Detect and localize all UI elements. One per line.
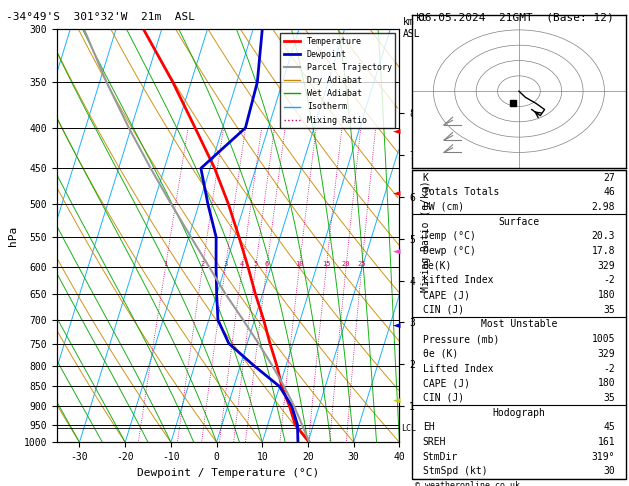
- Y-axis label: Mixing Ratio (g/kg): Mixing Ratio (g/kg): [421, 180, 431, 292]
- Text: 35: 35: [603, 393, 615, 403]
- Text: 20.3: 20.3: [592, 231, 615, 241]
- Text: StmDir: StmDir: [423, 451, 458, 462]
- Text: 3: 3: [223, 261, 228, 267]
- Text: CAPE (J): CAPE (J): [423, 378, 470, 388]
- Text: Temp (°C): Temp (°C): [423, 231, 476, 241]
- Legend: Temperature, Dewpoint, Parcel Trajectory, Dry Adiabat, Wet Adiabat, Isotherm, Mi: Temperature, Dewpoint, Parcel Trajectory…: [281, 34, 395, 128]
- Text: 35: 35: [603, 305, 615, 315]
- Text: CIN (J): CIN (J): [423, 305, 464, 315]
- Text: 5: 5: [253, 261, 258, 267]
- Text: ◄: ◄: [392, 320, 400, 333]
- Text: Surface: Surface: [498, 217, 540, 226]
- Text: 161: 161: [598, 437, 615, 447]
- Text: 17.8: 17.8: [592, 246, 615, 256]
- Text: 25: 25: [357, 261, 366, 267]
- Text: 45: 45: [603, 422, 615, 432]
- Text: 6: 6: [265, 261, 269, 267]
- Text: 15: 15: [322, 261, 331, 267]
- Text: Lifted Index: Lifted Index: [423, 276, 493, 285]
- Text: 20: 20: [342, 261, 350, 267]
- Text: 30: 30: [603, 467, 615, 476]
- Text: PW (cm): PW (cm): [423, 202, 464, 212]
- Text: © weatheronline.co.uk: © weatheronline.co.uk: [415, 481, 520, 486]
- Text: -34°49'S  301°32'W  21m  ASL: -34°49'S 301°32'W 21m ASL: [6, 12, 195, 22]
- Text: 06.05.2024  21GMT  (Base: 12): 06.05.2024 21GMT (Base: 12): [418, 12, 614, 22]
- Text: 1: 1: [164, 261, 168, 267]
- Text: Most Unstable: Most Unstable: [481, 319, 557, 330]
- Text: 1005: 1005: [592, 334, 615, 344]
- X-axis label: Dewpoint / Temperature (°C): Dewpoint / Temperature (°C): [137, 468, 319, 478]
- Text: 180: 180: [598, 290, 615, 300]
- Text: Hodograph: Hodograph: [493, 408, 545, 417]
- Text: 329: 329: [598, 260, 615, 271]
- Text: StmSpd (kt): StmSpd (kt): [423, 467, 487, 476]
- Text: ◄: ◄: [392, 246, 400, 259]
- Text: Totals Totals: Totals Totals: [423, 187, 499, 197]
- Text: -2: -2: [603, 276, 615, 285]
- Text: 2.98: 2.98: [592, 202, 615, 212]
- Text: 329: 329: [598, 349, 615, 359]
- Text: ◄: ◄: [392, 188, 400, 201]
- Text: 46: 46: [603, 187, 615, 197]
- Text: CIN (J): CIN (J): [423, 393, 464, 403]
- Text: -2: -2: [603, 364, 615, 374]
- Text: 180: 180: [598, 378, 615, 388]
- Text: Lifted Index: Lifted Index: [423, 364, 493, 374]
- Text: EH: EH: [423, 422, 435, 432]
- Text: ◄: ◄: [392, 126, 400, 139]
- Text: 27: 27: [603, 173, 615, 183]
- Text: CAPE (J): CAPE (J): [423, 290, 470, 300]
- Text: 2: 2: [201, 261, 204, 267]
- Text: Dewp (°C): Dewp (°C): [423, 246, 476, 256]
- Text: Pressure (mb): Pressure (mb): [423, 334, 499, 344]
- Text: LCL: LCL: [401, 424, 416, 433]
- Text: km
ASL: km ASL: [403, 17, 420, 38]
- Y-axis label: hPa: hPa: [8, 226, 18, 246]
- Text: SREH: SREH: [423, 437, 446, 447]
- Text: ◄: ◄: [392, 395, 400, 407]
- Text: 319°: 319°: [592, 451, 615, 462]
- Text: θe (K): θe (K): [423, 349, 458, 359]
- Text: 4: 4: [240, 261, 245, 267]
- Text: kt: kt: [416, 13, 428, 23]
- Text: θe(K): θe(K): [423, 260, 452, 271]
- Text: 10: 10: [295, 261, 304, 267]
- Text: K: K: [423, 173, 428, 183]
